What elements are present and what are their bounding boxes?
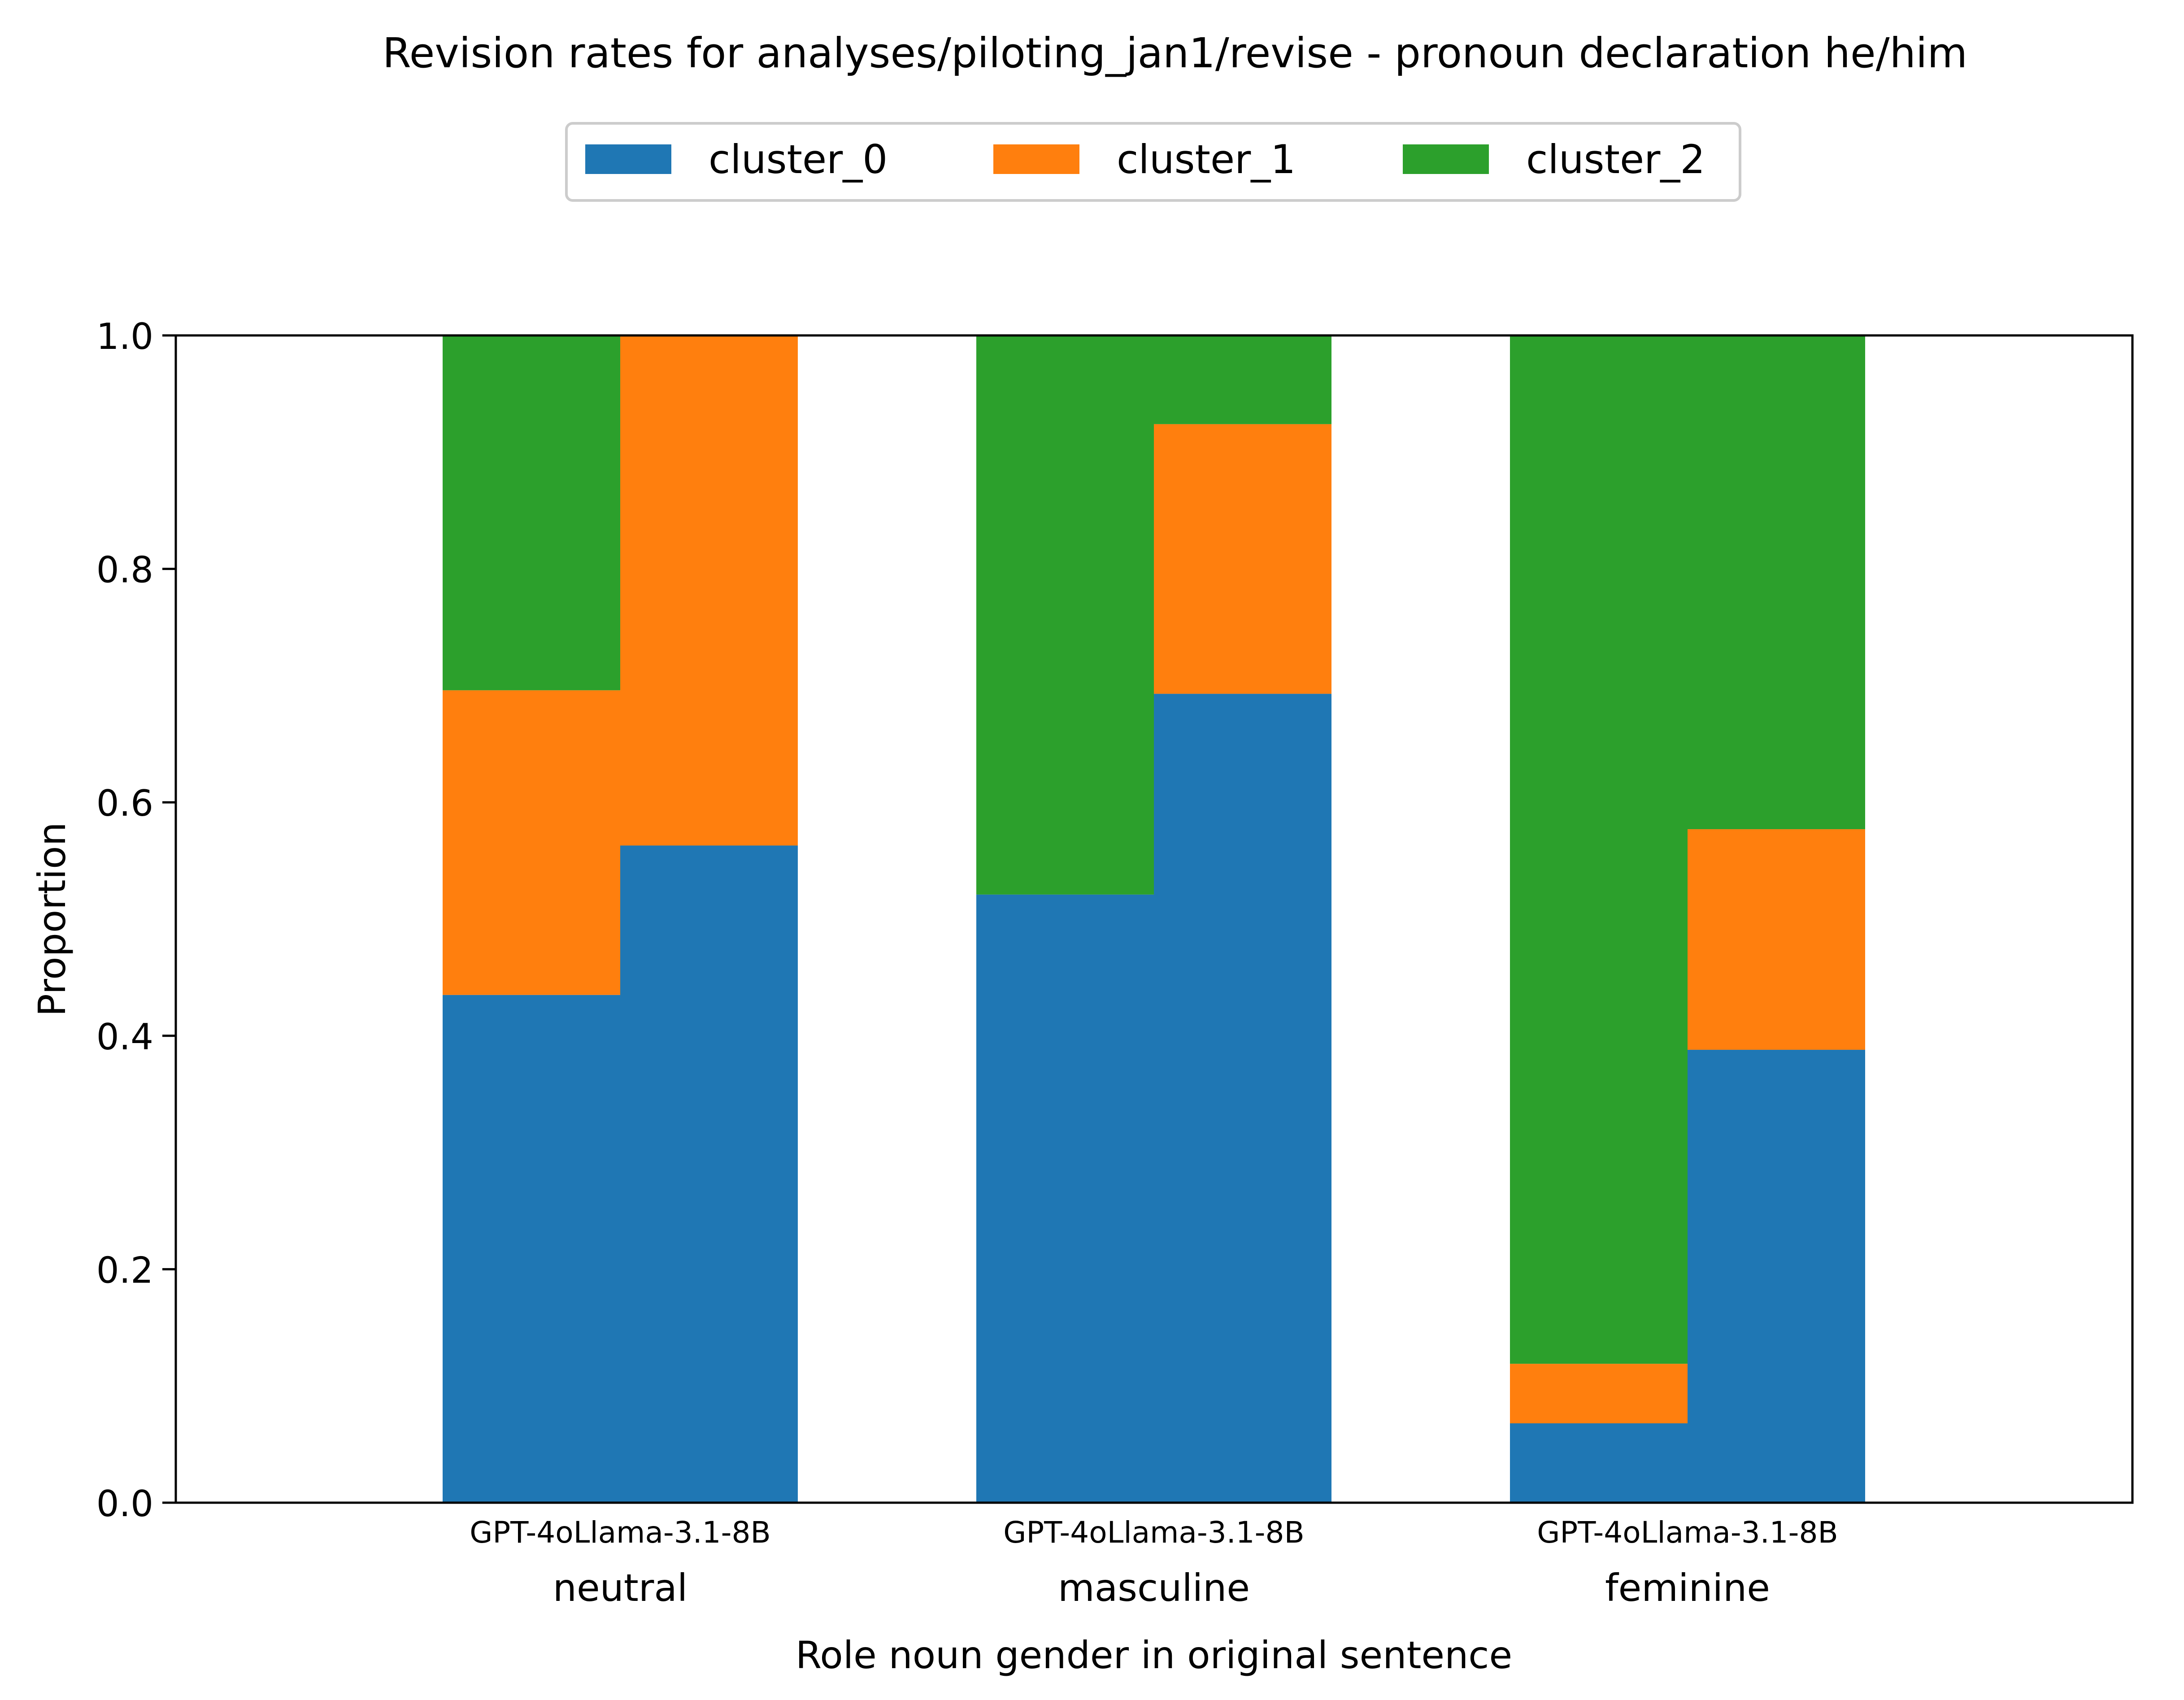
x-axis-label: Role noun gender in original sentence xyxy=(796,1633,1512,1677)
y-tick-label: 0.6 xyxy=(96,783,153,824)
bar-cluster_0-neutral-GPT-4o xyxy=(443,995,620,1503)
legend: cluster_0 cluster_1 cluster_2 xyxy=(565,122,1741,202)
bar-cluster_2-feminine-Llama-3.1-8B xyxy=(1688,335,1865,830)
bar-cluster_2-masculine-Llama-3.1-8B xyxy=(1154,335,1331,424)
bars xyxy=(443,335,1865,1503)
y-tick-label: 0.2 xyxy=(96,1249,153,1291)
chart-title: Revision rates for analyses/piloting_jan… xyxy=(383,29,1967,77)
legend-swatch-cluster_2 xyxy=(1403,144,1489,174)
bar-cluster_0-neutral-Llama-3.1-8B xyxy=(620,845,798,1503)
bar-cluster_2-feminine-GPT-4o xyxy=(1510,335,1688,1364)
bar-cluster_0-feminine-Llama-3.1-8B xyxy=(1688,1050,1865,1503)
group-label-masculine: masculine xyxy=(1058,1566,1250,1610)
legend-swatch-cluster_1 xyxy=(993,144,1079,174)
legend-label-cluster_0: cluster_0 xyxy=(709,136,888,183)
y-tick-label: 1.0 xyxy=(96,316,153,357)
bar-cluster_1-neutral-Llama-3.1-8B xyxy=(620,335,798,846)
model-tick-label-masculine: GPT-4oLlama-3.1-8B xyxy=(1003,1515,1305,1550)
legend-label-cluster_2: cluster_2 xyxy=(1526,136,1705,183)
legend-swatch-cluster_0 xyxy=(585,144,671,174)
y-axis-label: Proportion xyxy=(30,822,74,1016)
legend-frame xyxy=(565,122,1741,202)
y-tick-label: 0.4 xyxy=(96,1016,153,1058)
bar-cluster_2-masculine-GPT-4o xyxy=(976,335,1154,895)
legend-label-cluster_1: cluster_1 xyxy=(1117,136,1296,183)
bar-cluster_1-masculine-Llama-3.1-8B xyxy=(1154,424,1331,694)
bar-cluster_0-masculine-GPT-4o xyxy=(976,894,1154,1503)
model-tick-label-neutral: GPT-4oLlama-3.1-8B xyxy=(470,1515,771,1550)
bar-cluster_1-feminine-Llama-3.1-8B xyxy=(1688,829,1865,1050)
bar-cluster_0-feminine-GPT-4o xyxy=(1510,1423,1688,1503)
y-tick-label: 0.8 xyxy=(96,549,153,591)
axis-ticks: GPT-4oLlama-3.1-8B neutral GPT-4oLlama-3.1… xyxy=(96,316,1838,1610)
model-tick-label-feminine: GPT-4oLlama-3.1-8B xyxy=(1537,1515,1838,1550)
bar-cluster_2-neutral-GPT-4o xyxy=(443,335,620,691)
bar-cluster_0-masculine-Llama-3.1-8B xyxy=(1154,694,1331,1503)
plot-frame xyxy=(174,334,2134,1504)
group-label-feminine: feminine xyxy=(1605,1566,1770,1610)
bar-cluster_1-neutral-GPT-4o xyxy=(443,690,620,995)
bar-cluster_1-feminine-GPT-4o xyxy=(1510,1364,1688,1423)
y-tick-label: 0.0 xyxy=(96,1483,153,1525)
group-label-neutral: neutral xyxy=(553,1566,687,1610)
